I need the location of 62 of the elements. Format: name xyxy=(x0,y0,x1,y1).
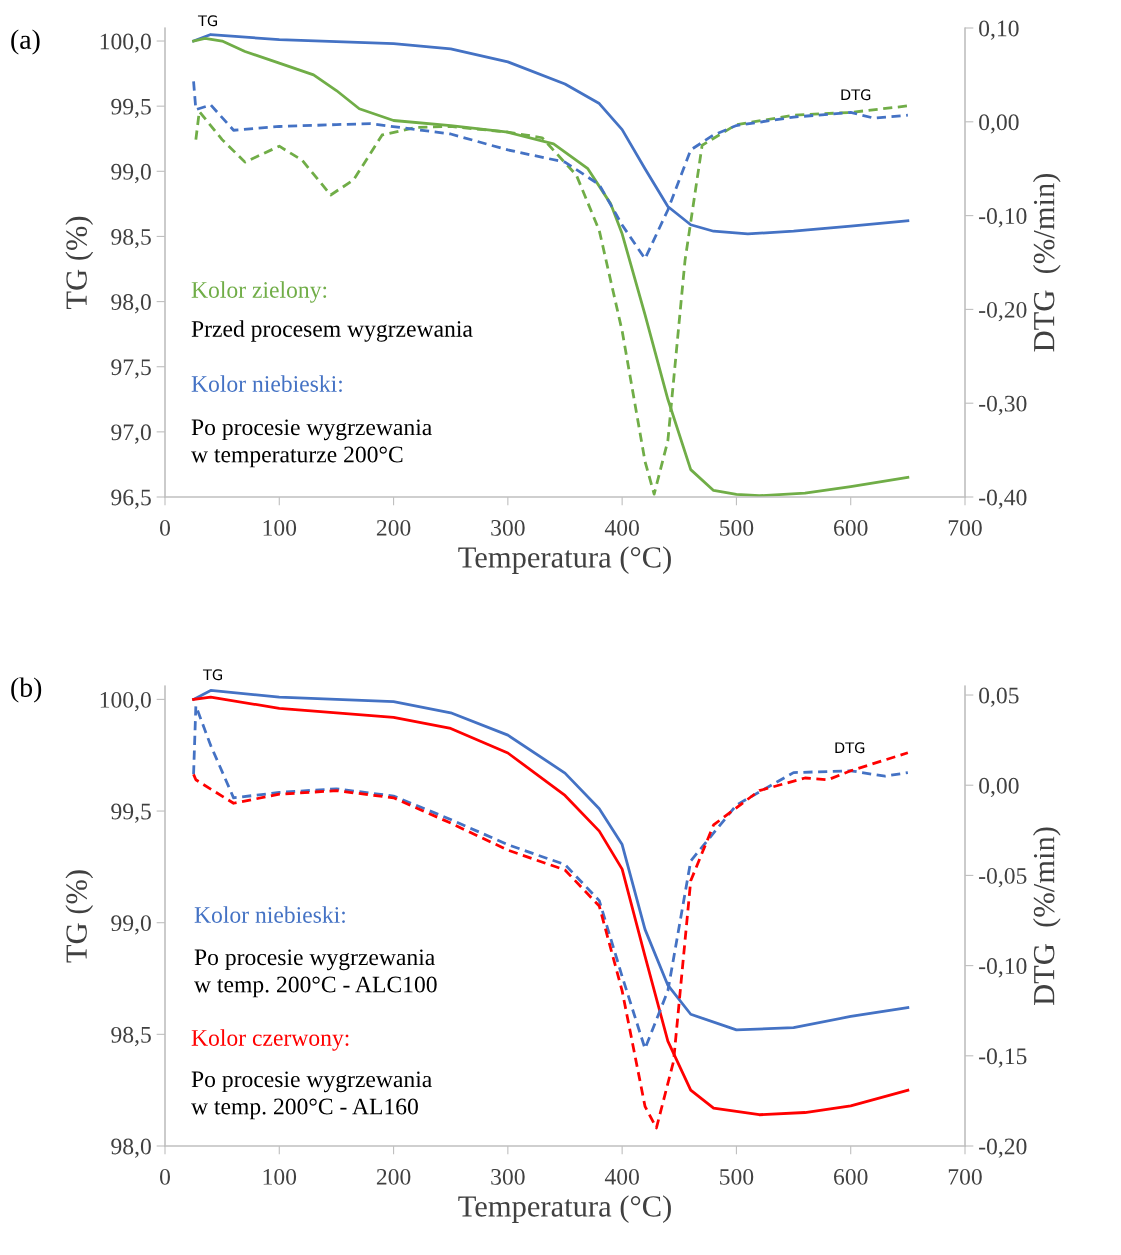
y-tick-label: 97,0 xyxy=(111,424,151,444)
y2-tick-label: 0,05 xyxy=(979,687,1019,707)
y-axis-title: TG (%) xyxy=(65,870,94,963)
y-tick-label: 100,0 xyxy=(100,33,151,53)
y-tick-label: 100,0 xyxy=(100,691,151,712)
annotation: Kolor niebieski: xyxy=(194,906,345,924)
y2-axis-title: DTG (%/min) xyxy=(1032,173,1061,352)
y2-tick-label: 0,00 xyxy=(979,777,1019,798)
line-series xyxy=(192,37,910,497)
x-tick-label: 600 xyxy=(834,1168,868,1185)
y-tick-label: 98,0 xyxy=(111,1138,151,1158)
y-tick-label: 98,5 xyxy=(111,1026,151,1047)
y2-tick-label: -0,20 xyxy=(979,301,1027,322)
y-tick-label: 99,5 xyxy=(111,803,151,823)
x-tick-label: 700 xyxy=(948,1168,982,1185)
x-tick-label: 400 xyxy=(604,1168,639,1185)
annotation: DTG xyxy=(835,742,865,754)
x-tick-label: 0 xyxy=(160,1168,170,1185)
annotation: Po procesie wygrzewania w temp. 200°C - AL160 xyxy=(191,1071,432,1120)
x-tick-label: 100 xyxy=(263,519,297,536)
x-tick-label: 300 xyxy=(491,1168,525,1185)
x-tick-label: 700 xyxy=(948,519,982,536)
annotation: Kolor niebieski: xyxy=(191,375,342,393)
y-tick-label: 98,0 xyxy=(111,294,151,314)
x-tick-label: 0 xyxy=(160,519,170,536)
y2-tick-label: -0,10 xyxy=(979,208,1027,228)
x-tick-label: 500 xyxy=(720,519,754,536)
annotation: Po procesie wygrzewania w temperaturze 200°C xyxy=(191,419,432,468)
x-tick-label: 300 xyxy=(491,519,525,536)
x-tick-label: 200 xyxy=(376,519,411,536)
y-tick-label: 96,5 xyxy=(111,489,151,509)
annotation: Kolor czerwony: xyxy=(191,1029,349,1051)
y2-axis-title: DTG (%/min) xyxy=(1032,827,1061,1006)
annotation: DTG xyxy=(841,89,871,101)
x-tick-label: 500 xyxy=(720,1168,754,1185)
text: TG xyxy=(202,669,223,681)
x-axis-title: Temperatura (°C) xyxy=(458,546,671,574)
text: (a) xyxy=(11,29,40,55)
y-axis-title: TG (%) xyxy=(65,216,94,310)
annotation: Po procesie wygrzewania w temp. 200°C - ALC100 xyxy=(194,949,437,998)
y2-tick-label: -0,30 xyxy=(979,395,1027,416)
text: (b) xyxy=(11,677,42,703)
y2-tick-label: 0,00 xyxy=(979,114,1019,134)
y2-tick-label: -0,40 xyxy=(979,489,1027,509)
x-tick-label: 400 xyxy=(604,519,639,536)
y-tick-label: 98,5 xyxy=(111,228,151,249)
y2-tick-label: -0,15 xyxy=(979,1048,1027,1068)
x-tick-label: 600 xyxy=(834,519,868,536)
text: TG xyxy=(197,15,218,27)
annotation: Kolor zielony: xyxy=(191,281,327,303)
y-tick-label: 97,5 xyxy=(111,359,151,379)
y2-tick-label: 0,10 xyxy=(979,20,1019,40)
y2-tick-label: -0,10 xyxy=(979,958,1027,978)
x-tick-label: 200 xyxy=(376,1168,411,1185)
x-axis-title: Temperatura (°C) xyxy=(458,1195,671,1223)
x-tick-label: 100 xyxy=(263,1168,297,1185)
y2-tick-label: -0,20 xyxy=(979,1138,1027,1158)
y-tick-label: 99,0 xyxy=(111,163,151,184)
y2-tick-label: -0,05 xyxy=(979,867,1027,888)
y-tick-label: 99,5 xyxy=(111,98,151,118)
y-tick-label: 99,0 xyxy=(111,915,151,935)
annotation: Przed procesem wygrzewania xyxy=(191,320,473,342)
